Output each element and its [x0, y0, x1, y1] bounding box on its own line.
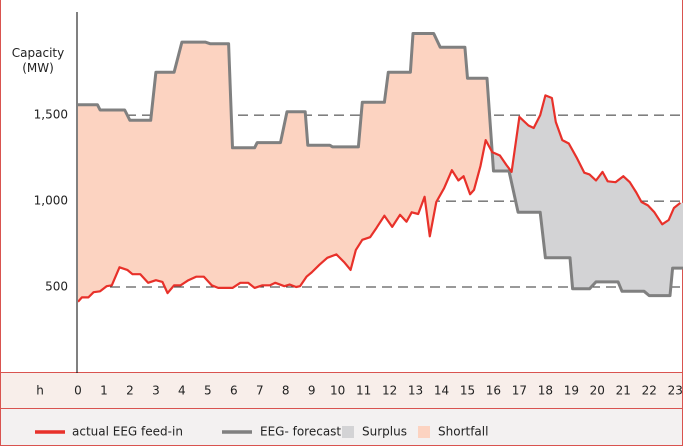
x-tick-label: 16 — [486, 384, 501, 398]
y-tick-label: 1,500 — [34, 108, 68, 122]
x-tick-label: 9 — [308, 384, 316, 398]
x-tick-label: 11 — [356, 384, 371, 398]
legend-label: actual EEG feed-in — [72, 425, 183, 439]
x-tick-label: 20 — [590, 384, 605, 398]
x-tick-label: 15 — [460, 384, 475, 398]
x-tick-label: 10 — [330, 384, 345, 398]
x-tick-label: 0 — [74, 384, 82, 398]
legend-label: Shortfall — [438, 425, 488, 439]
series-line — [78, 32, 683, 298]
legend-band — [0, 408, 683, 446]
x-tick-label: 23 — [668, 384, 683, 398]
y-tick-label: 500 — [45, 280, 68, 294]
x-tick-label: 22 — [642, 384, 657, 398]
x-axis-label: h — [36, 384, 44, 398]
x-tick-label: 17 — [512, 384, 527, 398]
legend-label: EEG- forecast — [260, 425, 341, 439]
x-tick-label: 2 — [126, 384, 134, 398]
x-tick-label: 12 — [382, 384, 397, 398]
x-tick-label: 6 — [230, 384, 238, 398]
x-tick-label: 18 — [538, 384, 553, 398]
x-tick-label: 1 — [100, 384, 108, 398]
series-line — [78, 94, 682, 303]
y-axis-label: Capacity (MW) — [11, 46, 65, 75]
x-tick-label: 21 — [616, 384, 631, 398]
x-tick-label: 5 — [204, 384, 212, 398]
x-tick-label: 4 — [178, 384, 186, 398]
x-tick-label: 7 — [256, 384, 264, 398]
x-tick-label: 19 — [564, 384, 579, 398]
plot-area — [78, 32, 683, 303]
y-tick-label: 1,000 — [34, 194, 68, 208]
legend-swatch — [342, 426, 354, 438]
x-tick-label: 13 — [408, 384, 423, 398]
x-tick-label: 8 — [282, 384, 290, 398]
x-tick-label: 14 — [434, 384, 449, 398]
legend-swatch — [418, 426, 430, 438]
x-tick-label: 3 — [152, 384, 160, 398]
x-band — [0, 372, 683, 408]
legend-label: Surplus — [362, 425, 407, 439]
